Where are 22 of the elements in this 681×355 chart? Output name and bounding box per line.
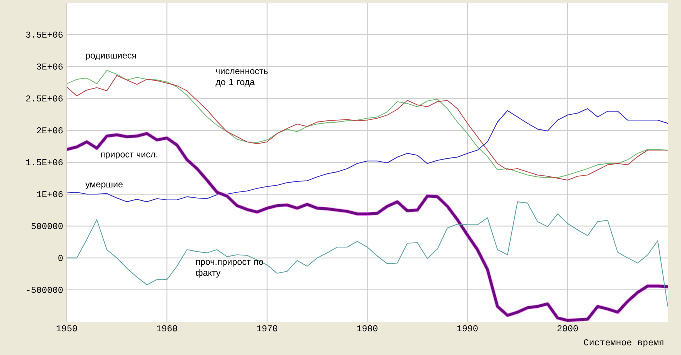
text: численность до 1 года (216, 69, 268, 88)
x-tick-label: 1990 (458, 326, 478, 332)
y-tick-label: 3E+06 (37, 64, 63, 70)
line-series (67, 202, 668, 308)
x-tick-label: 1960 (157, 326, 178, 332)
y-tick-label: 500000 (32, 223, 63, 230)
y-tick-label: -500000 (27, 287, 63, 294)
y-tick-label: 1E+06 (37, 191, 63, 198)
y-tick-label: 2.5E+06 (26, 96, 63, 102)
x-tick-label: 2000 (558, 326, 578, 332)
series-label: родившиеся (86, 54, 136, 61)
series-label: прирост числ. (101, 152, 158, 160)
y-tick-label: 3.5E+06 (26, 32, 63, 38)
x-axis-title: Системное время (584, 340, 664, 348)
y-tick-label: 1.5E+06 (26, 159, 63, 166)
x-tick-label: 1980 (357, 326, 378, 332)
y-tick-label: 0 (58, 255, 63, 262)
x-tick-label: 1970 (257, 326, 278, 332)
x-tick-label: 1950 (56, 326, 78, 332)
series-label: умершие (86, 182, 123, 190)
y-tick-label: 2E+06 (37, 128, 63, 134)
series-label: проч.прирост по факту (196, 260, 264, 278)
